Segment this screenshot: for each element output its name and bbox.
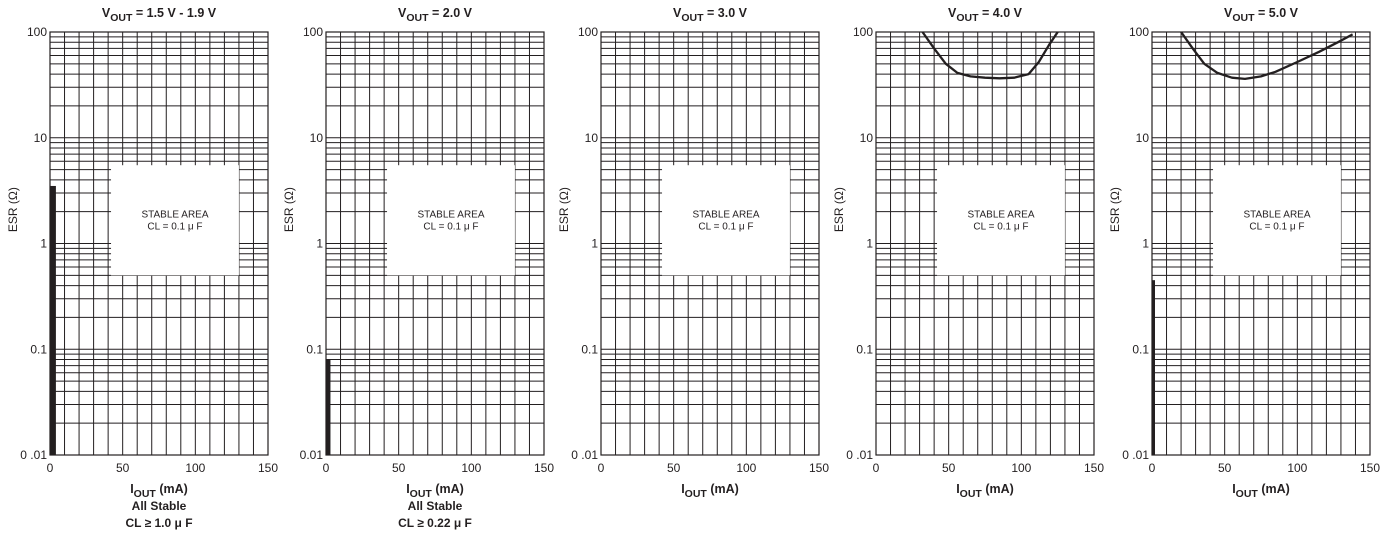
x-tick-label: 150	[258, 461, 278, 475]
x-tick-label: 0	[323, 461, 330, 475]
chart-title: VOUT = 1.5 V - 1.9 V	[102, 6, 217, 24]
stable-area-label: STABLE AREA	[1243, 209, 1310, 220]
x-tick-label: 100	[1287, 461, 1307, 475]
x-tick-label: 0	[873, 461, 880, 475]
y-tick-label: 100	[578, 25, 598, 39]
x-tick-label: 0	[598, 461, 605, 475]
x-tick-label: 150	[1360, 461, 1380, 475]
y-tick-label: 0.1	[30, 342, 47, 356]
y-tick-label: 1	[316, 237, 323, 251]
y-tick-label: 10	[1136, 131, 1150, 145]
chart-title: VOUT = 2.0 V	[398, 6, 473, 24]
stable-area-label: CL = 0.1 μ F	[147, 221, 202, 232]
stable-area-label: CL = 0.1 μ F	[698, 221, 753, 232]
x-tick-label: 0	[47, 461, 54, 475]
stability-note: All Stable	[132, 499, 187, 513]
stable-area-label: CL = 0.1 μ F	[423, 221, 478, 232]
stable-area-label: STABLE AREA	[692, 209, 759, 220]
x-tick-label: 150	[1084, 461, 1104, 475]
x-tick-label: 150	[534, 461, 554, 475]
y-tick-label: 0.1	[306, 342, 323, 356]
stable-area-label: CL = 0.1 μ F	[973, 221, 1028, 232]
chart-title: VOUT = 3.0 V	[673, 6, 748, 24]
stable-area-label: STABLE AREA	[141, 209, 208, 220]
x-axis-label: IOUT (mA)	[130, 482, 188, 500]
y-axis-label: ESR (Ω)	[282, 187, 296, 232]
chart-title: VOUT = 4.0 V	[948, 6, 1023, 24]
y-axis-label: ESR (Ω)	[1108, 187, 1122, 232]
x-tick-label: 100	[736, 461, 756, 475]
x-tick-label: 100	[1011, 461, 1031, 475]
y-tick-label: 0.01	[300, 448, 324, 462]
x-tick-label: 50	[1218, 461, 1232, 475]
x-axis-label: IOUT (mA)	[406, 482, 464, 500]
y-tick-label: 0 .01	[20, 448, 47, 462]
stability-note: All Stable	[408, 499, 463, 513]
stability-note: CL ≥ 0.22 μ F	[398, 516, 472, 530]
plot-frame	[1151, 31, 1371, 456]
y-tick-label: 0 .01	[1122, 448, 1149, 462]
x-axis-label: IOUT (mA)	[681, 482, 739, 500]
y-tick-label: 0.1	[856, 342, 873, 356]
stable-boundary-bar	[1152, 280, 1155, 455]
y-axis-label: ESR (Ω)	[6, 187, 20, 232]
stable-area-box	[662, 165, 790, 276]
x-tick-label: 50	[667, 461, 681, 475]
plot-frame	[600, 31, 820, 456]
esr-boundary-curve	[921, 31, 1059, 80]
x-tick-label: 50	[942, 461, 956, 475]
stable-boundary-bar	[50, 185, 56, 456]
y-tick-label: 0 .01	[571, 448, 598, 462]
plot-frame	[325, 31, 545, 456]
stable-area-label: STABLE AREA	[417, 209, 484, 220]
y-tick-label: 1	[866, 237, 873, 251]
esr-boundary-curve	[1180, 31, 1354, 81]
stable-area-box	[937, 165, 1065, 276]
x-axis-label: IOUT (mA)	[956, 482, 1014, 500]
y-tick-label: 1	[40, 237, 47, 251]
y-tick-label: 10	[310, 131, 324, 145]
stability-note: CL ≥ 1.0 μ F	[125, 516, 192, 530]
x-tick-label: 100	[461, 461, 481, 475]
y-tick-label: 100	[853, 25, 873, 39]
x-tick-label: 150	[809, 461, 829, 475]
y-tick-label: 10	[585, 131, 599, 145]
y-tick-label: 0.1	[1132, 342, 1149, 356]
stable-area-box	[111, 165, 239, 276]
stable-area-label: CL = 0.1 μ F	[1249, 221, 1304, 232]
stable-boundary-bar	[326, 359, 331, 455]
x-tick-label: 100	[185, 461, 205, 475]
x-tick-label: 0	[1149, 461, 1156, 475]
y-tick-label: 10	[860, 131, 874, 145]
y-tick-label: 1	[591, 237, 598, 251]
y-axis-label: ESR (Ω)	[832, 187, 846, 232]
y-tick-label: 100	[303, 25, 323, 39]
stable-area-box	[1213, 165, 1341, 276]
chart-title: VOUT = 5.0 V	[1224, 6, 1299, 24]
x-tick-label: 50	[392, 461, 406, 475]
y-tick-label: 0 .01	[846, 448, 873, 462]
x-axis-label: IOUT (mA)	[1232, 482, 1290, 500]
x-tick-label: 50	[116, 461, 130, 475]
y-tick-label: 10	[34, 131, 48, 145]
stable-area-label: STABLE AREA	[967, 209, 1034, 220]
y-tick-label: 1	[1142, 237, 1149, 251]
y-tick-label: 100	[27, 25, 47, 39]
y-tick-label: 100	[1129, 25, 1149, 39]
stable-area-box	[387, 165, 515, 276]
plot-frame	[875, 31, 1095, 456]
y-tick-label: 0.1	[581, 342, 598, 356]
y-axis-label: ESR (Ω)	[557, 187, 571, 232]
